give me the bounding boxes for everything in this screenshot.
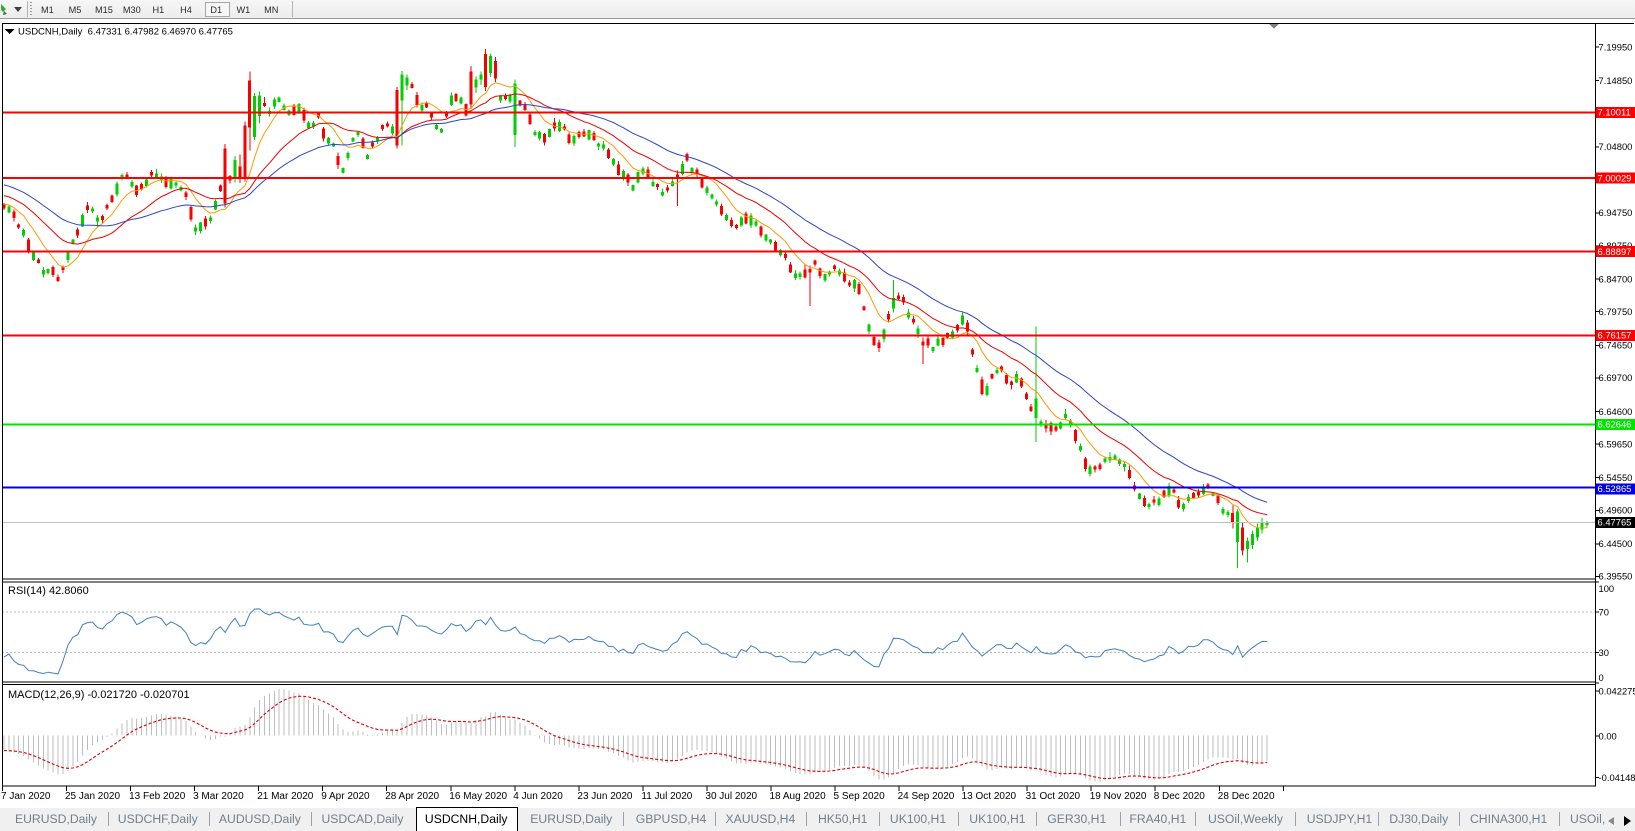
svg-text:6.74650: 6.74650 <box>1599 340 1633 351</box>
svg-text:0: 0 <box>1599 672 1604 683</box>
svg-text:6.94750: 6.94750 <box>1599 207 1633 218</box>
svg-text:6.84700: 6.84700 <box>1599 273 1633 284</box>
svg-text:6.49600: 6.49600 <box>1599 505 1633 516</box>
svg-text:70: 70 <box>1599 607 1609 618</box>
svg-text:7.04800: 7.04800 <box>1599 141 1633 152</box>
svg-text:9 Apr 2020: 9 Apr 2020 <box>321 791 370 802</box>
svg-text:6.39550: 6.39550 <box>1599 571 1633 582</box>
svg-text:6.88897: 6.88897 <box>1598 246 1632 257</box>
svg-text:28 Dec 2020: 28 Dec 2020 <box>1218 791 1275 802</box>
svg-text:6.52865: 6.52865 <box>1598 483 1632 494</box>
svg-text:6.69700: 6.69700 <box>1599 372 1633 383</box>
svg-text:-0.04148: -0.04148 <box>1599 772 1635 783</box>
svg-text:28 Apr 2020: 28 Apr 2020 <box>385 791 439 802</box>
svg-text:11 Jul 2020: 11 Jul 2020 <box>641 791 692 802</box>
svg-text:13 Oct 2020: 13 Oct 2020 <box>962 791 1017 802</box>
svg-text:MACD(12,26,9) -0.021720 -0.020: MACD(12,26,9) -0.021720 -0.020701 <box>8 689 190 701</box>
svg-text:18 Aug 2020: 18 Aug 2020 <box>770 791 827 802</box>
svg-text:23 Jun 2020: 23 Jun 2020 <box>577 791 632 802</box>
svg-text:6.79750: 6.79750 <box>1599 306 1633 317</box>
svg-text:19 Nov 2020: 19 Nov 2020 <box>1090 791 1147 802</box>
svg-text:24 Sep 2020: 24 Sep 2020 <box>898 791 955 802</box>
svg-text:0.042275: 0.042275 <box>1599 685 1635 696</box>
svg-text:21 Mar 2020: 21 Mar 2020 <box>257 791 314 802</box>
svg-text:7.10011: 7.10011 <box>1598 107 1631 118</box>
svg-text:3 Mar 2020: 3 Mar 2020 <box>193 791 244 802</box>
svg-text:30: 30 <box>1599 647 1609 658</box>
svg-text:16 May 2020: 16 May 2020 <box>449 791 507 802</box>
svg-text:6.44500: 6.44500 <box>1599 538 1633 549</box>
svg-text:100: 100 <box>1599 583 1615 594</box>
svg-text:6.76157: 6.76157 <box>1598 330 1632 341</box>
svg-text:6.62646: 6.62646 <box>1598 419 1632 430</box>
svg-text:31 Oct 2020: 31 Oct 2020 <box>1026 791 1081 802</box>
svg-text:6.59650: 6.59650 <box>1599 438 1633 449</box>
svg-text:8 Dec 2020: 8 Dec 2020 <box>1154 791 1206 802</box>
svg-text:6.64600: 6.64600 <box>1599 406 1633 417</box>
svg-text:7.14850: 7.14850 <box>1599 75 1633 86</box>
svg-text:13 Feb 2020: 13 Feb 2020 <box>129 791 186 802</box>
svg-text:USDCNH,Daily 6.47331 6.47982: USDCNH,Daily 6.47331 6.47982 6.46970 6.4… <box>18 27 233 38</box>
svg-text:7.00029: 7.00029 <box>1598 173 1632 184</box>
svg-text:7 Jan 2020: 7 Jan 2020 <box>1 791 51 802</box>
svg-text:6.89750: 6.89750 <box>1599 240 1633 251</box>
svg-text:RSI(14) 42.8060: RSI(14) 42.8060 <box>8 585 89 597</box>
svg-text:25 Jan 2020: 25 Jan 2020 <box>65 791 120 802</box>
svg-text:4 Jun 2020: 4 Jun 2020 <box>513 791 563 802</box>
svg-text:6.47765: 6.47765 <box>1598 517 1632 528</box>
svg-text:5 Sep 2020: 5 Sep 2020 <box>834 791 886 802</box>
svg-text:30 Jul 2020: 30 Jul 2020 <box>705 791 757 802</box>
svg-text:7.19950: 7.19950 <box>1599 41 1633 52</box>
svg-text:6.54550: 6.54550 <box>1599 472 1633 483</box>
svg-text:0.00: 0.00 <box>1599 730 1617 741</box>
